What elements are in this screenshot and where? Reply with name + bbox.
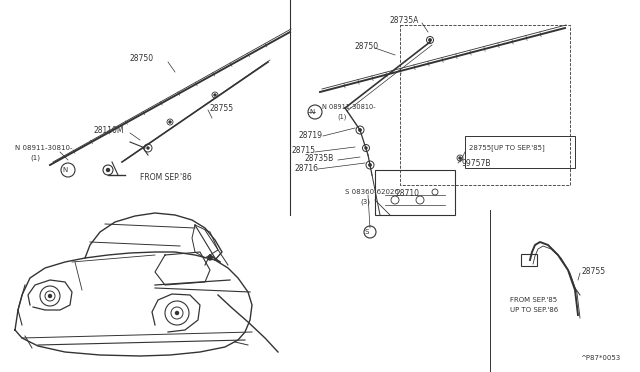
Text: N 08911-30810-: N 08911-30810- bbox=[322, 104, 376, 110]
Text: 28110M: 28110M bbox=[93, 125, 124, 135]
Text: (3): (3) bbox=[360, 199, 370, 205]
Bar bbox=[375, 170, 455, 215]
Circle shape bbox=[175, 311, 179, 314]
Circle shape bbox=[147, 147, 149, 149]
Text: UP TO SEP.'86: UP TO SEP.'86 bbox=[510, 307, 558, 313]
Text: 28735B: 28735B bbox=[305, 154, 334, 163]
Text: 28755[UP TO SEP.'85]: 28755[UP TO SEP.'85] bbox=[469, 145, 545, 151]
Text: 99757B: 99757B bbox=[462, 158, 492, 167]
Text: S: S bbox=[365, 229, 369, 235]
Text: 28735A: 28735A bbox=[390, 16, 419, 25]
Circle shape bbox=[214, 94, 216, 96]
Circle shape bbox=[429, 39, 431, 41]
Circle shape bbox=[359, 129, 361, 131]
FancyBboxPatch shape bbox=[521, 254, 537, 266]
Text: (1): (1) bbox=[337, 114, 346, 120]
Text: ^P87*0053: ^P87*0053 bbox=[580, 355, 620, 361]
Text: 28750: 28750 bbox=[355, 42, 379, 51]
Text: FROM SEP.'85: FROM SEP.'85 bbox=[510, 297, 557, 303]
Text: N: N bbox=[309, 109, 315, 115]
Text: 28719: 28719 bbox=[299, 131, 323, 140]
Circle shape bbox=[208, 256, 212, 260]
Text: N 08911-30810-: N 08911-30810- bbox=[15, 145, 72, 151]
Bar bbox=[465, 136, 575, 168]
Circle shape bbox=[459, 157, 461, 159]
Text: N: N bbox=[62, 167, 68, 173]
Circle shape bbox=[49, 295, 51, 298]
Text: S 08360-62026: S 08360-62026 bbox=[345, 189, 399, 195]
Text: FROM SEP.'86: FROM SEP.'86 bbox=[140, 173, 192, 182]
Text: 28716: 28716 bbox=[295, 164, 319, 173]
Circle shape bbox=[169, 121, 171, 123]
Circle shape bbox=[365, 147, 367, 149]
Text: 28710: 28710 bbox=[396, 189, 420, 198]
Text: 28715: 28715 bbox=[292, 145, 316, 154]
Circle shape bbox=[106, 169, 109, 171]
Text: 28755: 28755 bbox=[582, 267, 606, 276]
Text: (1): (1) bbox=[30, 155, 40, 161]
Circle shape bbox=[369, 164, 371, 166]
Text: 28755: 28755 bbox=[210, 103, 234, 112]
Text: 28750: 28750 bbox=[130, 54, 154, 62]
